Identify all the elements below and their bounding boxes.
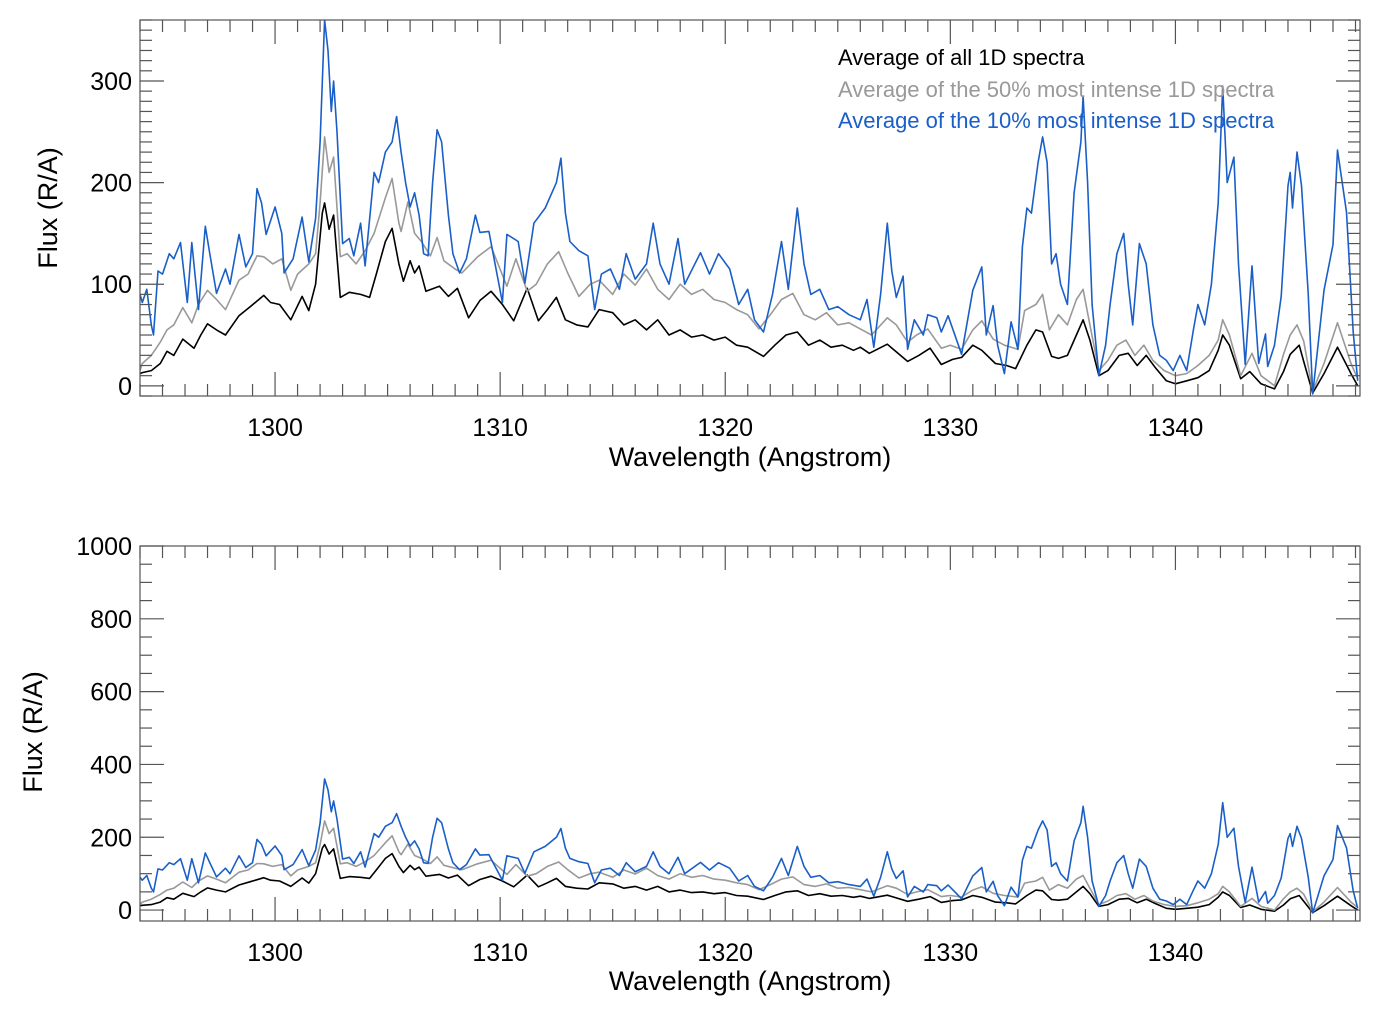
y-tick-label: 0 xyxy=(118,373,132,401)
x-tick-label: 1340 xyxy=(1148,414,1204,442)
top-x-axis-title: Wavelength (Angstrom) xyxy=(609,442,892,472)
y-tick-label: 400 xyxy=(90,751,132,779)
top-series-line-all xyxy=(140,202,1359,394)
bottom-series-layer xyxy=(140,778,1359,914)
top-y-tick-labels: 0 100 200 300 xyxy=(90,68,132,401)
x-tick-label: 1340 xyxy=(1148,939,1204,967)
y-tick-label: 300 xyxy=(90,68,132,96)
top-panel: 1300 1310 1320 1330 1340 0 100 200 300 Waveleng… xyxy=(33,19,1361,472)
x-tick-label: 1330 xyxy=(923,414,979,442)
legend-entry-top50: Average of the 50% most intense 1D spect… xyxy=(838,77,1275,102)
bottom-series-line-top50 xyxy=(140,820,1359,913)
y-tick-label: 200 xyxy=(90,824,132,852)
top-series-line-top10 xyxy=(140,20,1359,395)
y-tick-label: 0 xyxy=(118,897,132,925)
bottom-x-axis-title: Wavelength (Angstrom) xyxy=(609,966,892,996)
y-tick-label: 800 xyxy=(90,606,132,634)
x-tick-label: 1310 xyxy=(472,939,528,967)
top-y-axis-title: Flux (R/A) xyxy=(33,147,63,269)
top-axes-frame xyxy=(139,19,1361,397)
x-tick-label: 1330 xyxy=(923,939,979,967)
y-tick-label: 200 xyxy=(90,170,132,198)
bottom-axes-frame xyxy=(139,545,1361,922)
top-series-layer xyxy=(140,20,1359,395)
x-tick-label: 1320 xyxy=(697,414,753,442)
bottom-y-axis-title: Flux (R/A) xyxy=(18,671,48,793)
x-tick-label: 1300 xyxy=(247,939,303,967)
top-x-tick-labels: 1300 1310 1320 1330 1340 xyxy=(247,414,1203,442)
legend-entry-all: Average of all 1D spectra xyxy=(838,45,1085,70)
bottom-series-line-all xyxy=(140,843,1359,914)
bottom-y-tick-labels: 0 200 400 600 800 1000 xyxy=(76,533,132,925)
y-tick-label: 600 xyxy=(90,679,132,707)
y-tick-label: 100 xyxy=(90,271,132,299)
legend-entry-top10: Average of the 10% most intense 1D spect… xyxy=(838,108,1275,133)
x-tick-label: 1310 xyxy=(472,414,528,442)
top-series-line-top50 xyxy=(140,136,1359,392)
bottom-x-tick-labels: 1300 1310 1320 1330 1340 xyxy=(247,939,1203,967)
x-tick-label: 1300 xyxy=(247,414,303,442)
legend: Average of all 1D spectra Average of the… xyxy=(838,45,1275,133)
bottom-series-line-top10 xyxy=(140,778,1359,914)
top-ticks xyxy=(139,19,1360,397)
bottom-panel: 1300 1310 1320 1330 1340 0 200 400 600 800 1000 W… xyxy=(18,533,1361,996)
x-tick-label: 1320 xyxy=(697,939,753,967)
bottom-ticks xyxy=(139,545,1360,921)
y-tick-label: 1000 xyxy=(76,533,132,561)
